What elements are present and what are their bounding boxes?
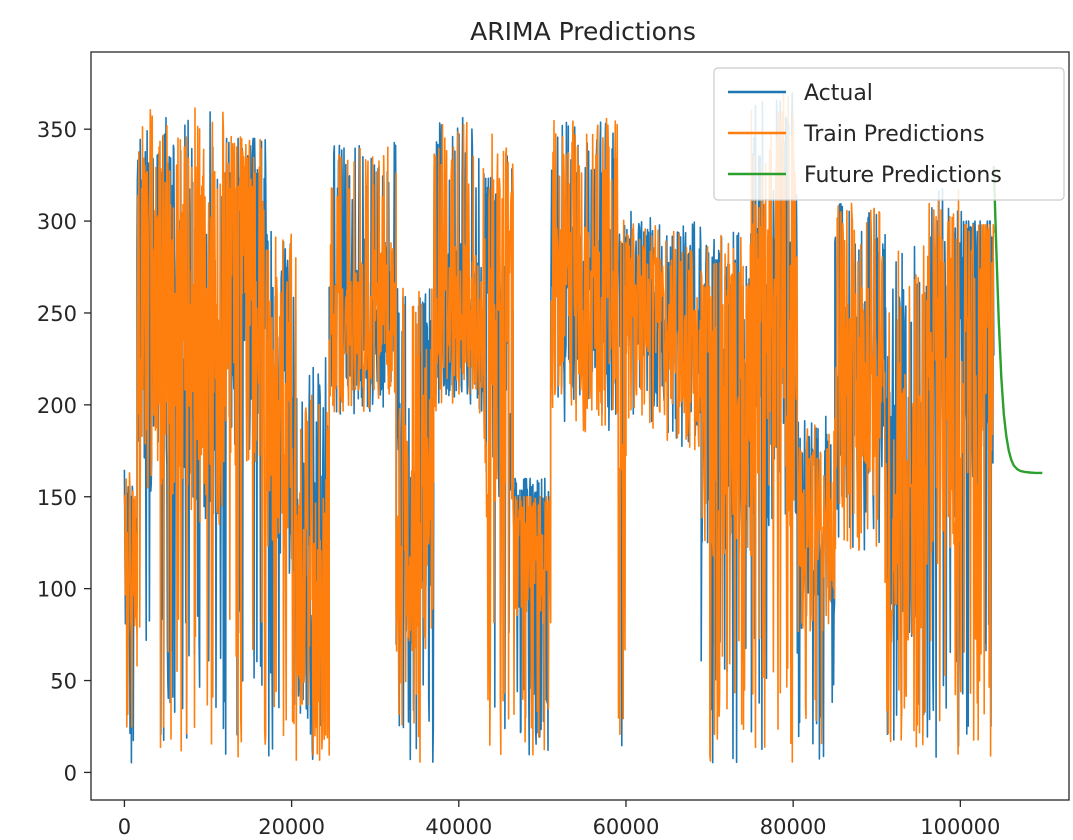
axes: 0 20000 40000 60000 80000 100000 0 50 100 150 200 2… (37, 118, 1001, 839)
x-tick-label: 20000 (258, 815, 325, 839)
plot-frame (90, 51, 1070, 801)
legend: Actual Train Predictions Future Prediction… (713, 67, 1065, 201)
y-tick-label: 100 (37, 578, 77, 602)
legend-label: Train Predictions (803, 122, 985, 147)
y-tick-label: 0 (64, 761, 77, 785)
y-tick-label: 50 (50, 670, 77, 694)
x-tick-label: 100000 (920, 815, 1000, 839)
legend-label: Actual (804, 81, 873, 106)
x-tick-label: 0 (118, 815, 131, 839)
plot-area (123, 92, 1043, 764)
y-tick-label: 200 (37, 394, 77, 418)
y-tick-label: 150 (37, 486, 77, 510)
legend-box (713, 67, 1065, 201)
x-tick-label: 40000 (425, 815, 492, 839)
x-tick-label: 60000 (593, 815, 660, 839)
x-tick-label: 80000 (760, 815, 827, 839)
y-tick-label: 350 (37, 118, 77, 142)
legend-label: Future Predictions (804, 163, 1002, 188)
series-line-future-predictions (992, 165, 1043, 475)
series-line-train-predictions (123, 92, 995, 763)
chart-title: ARIMA Predictions (470, 17, 696, 46)
y-tick-label: 300 (37, 210, 77, 234)
y-tick-label: 250 (37, 302, 77, 326)
